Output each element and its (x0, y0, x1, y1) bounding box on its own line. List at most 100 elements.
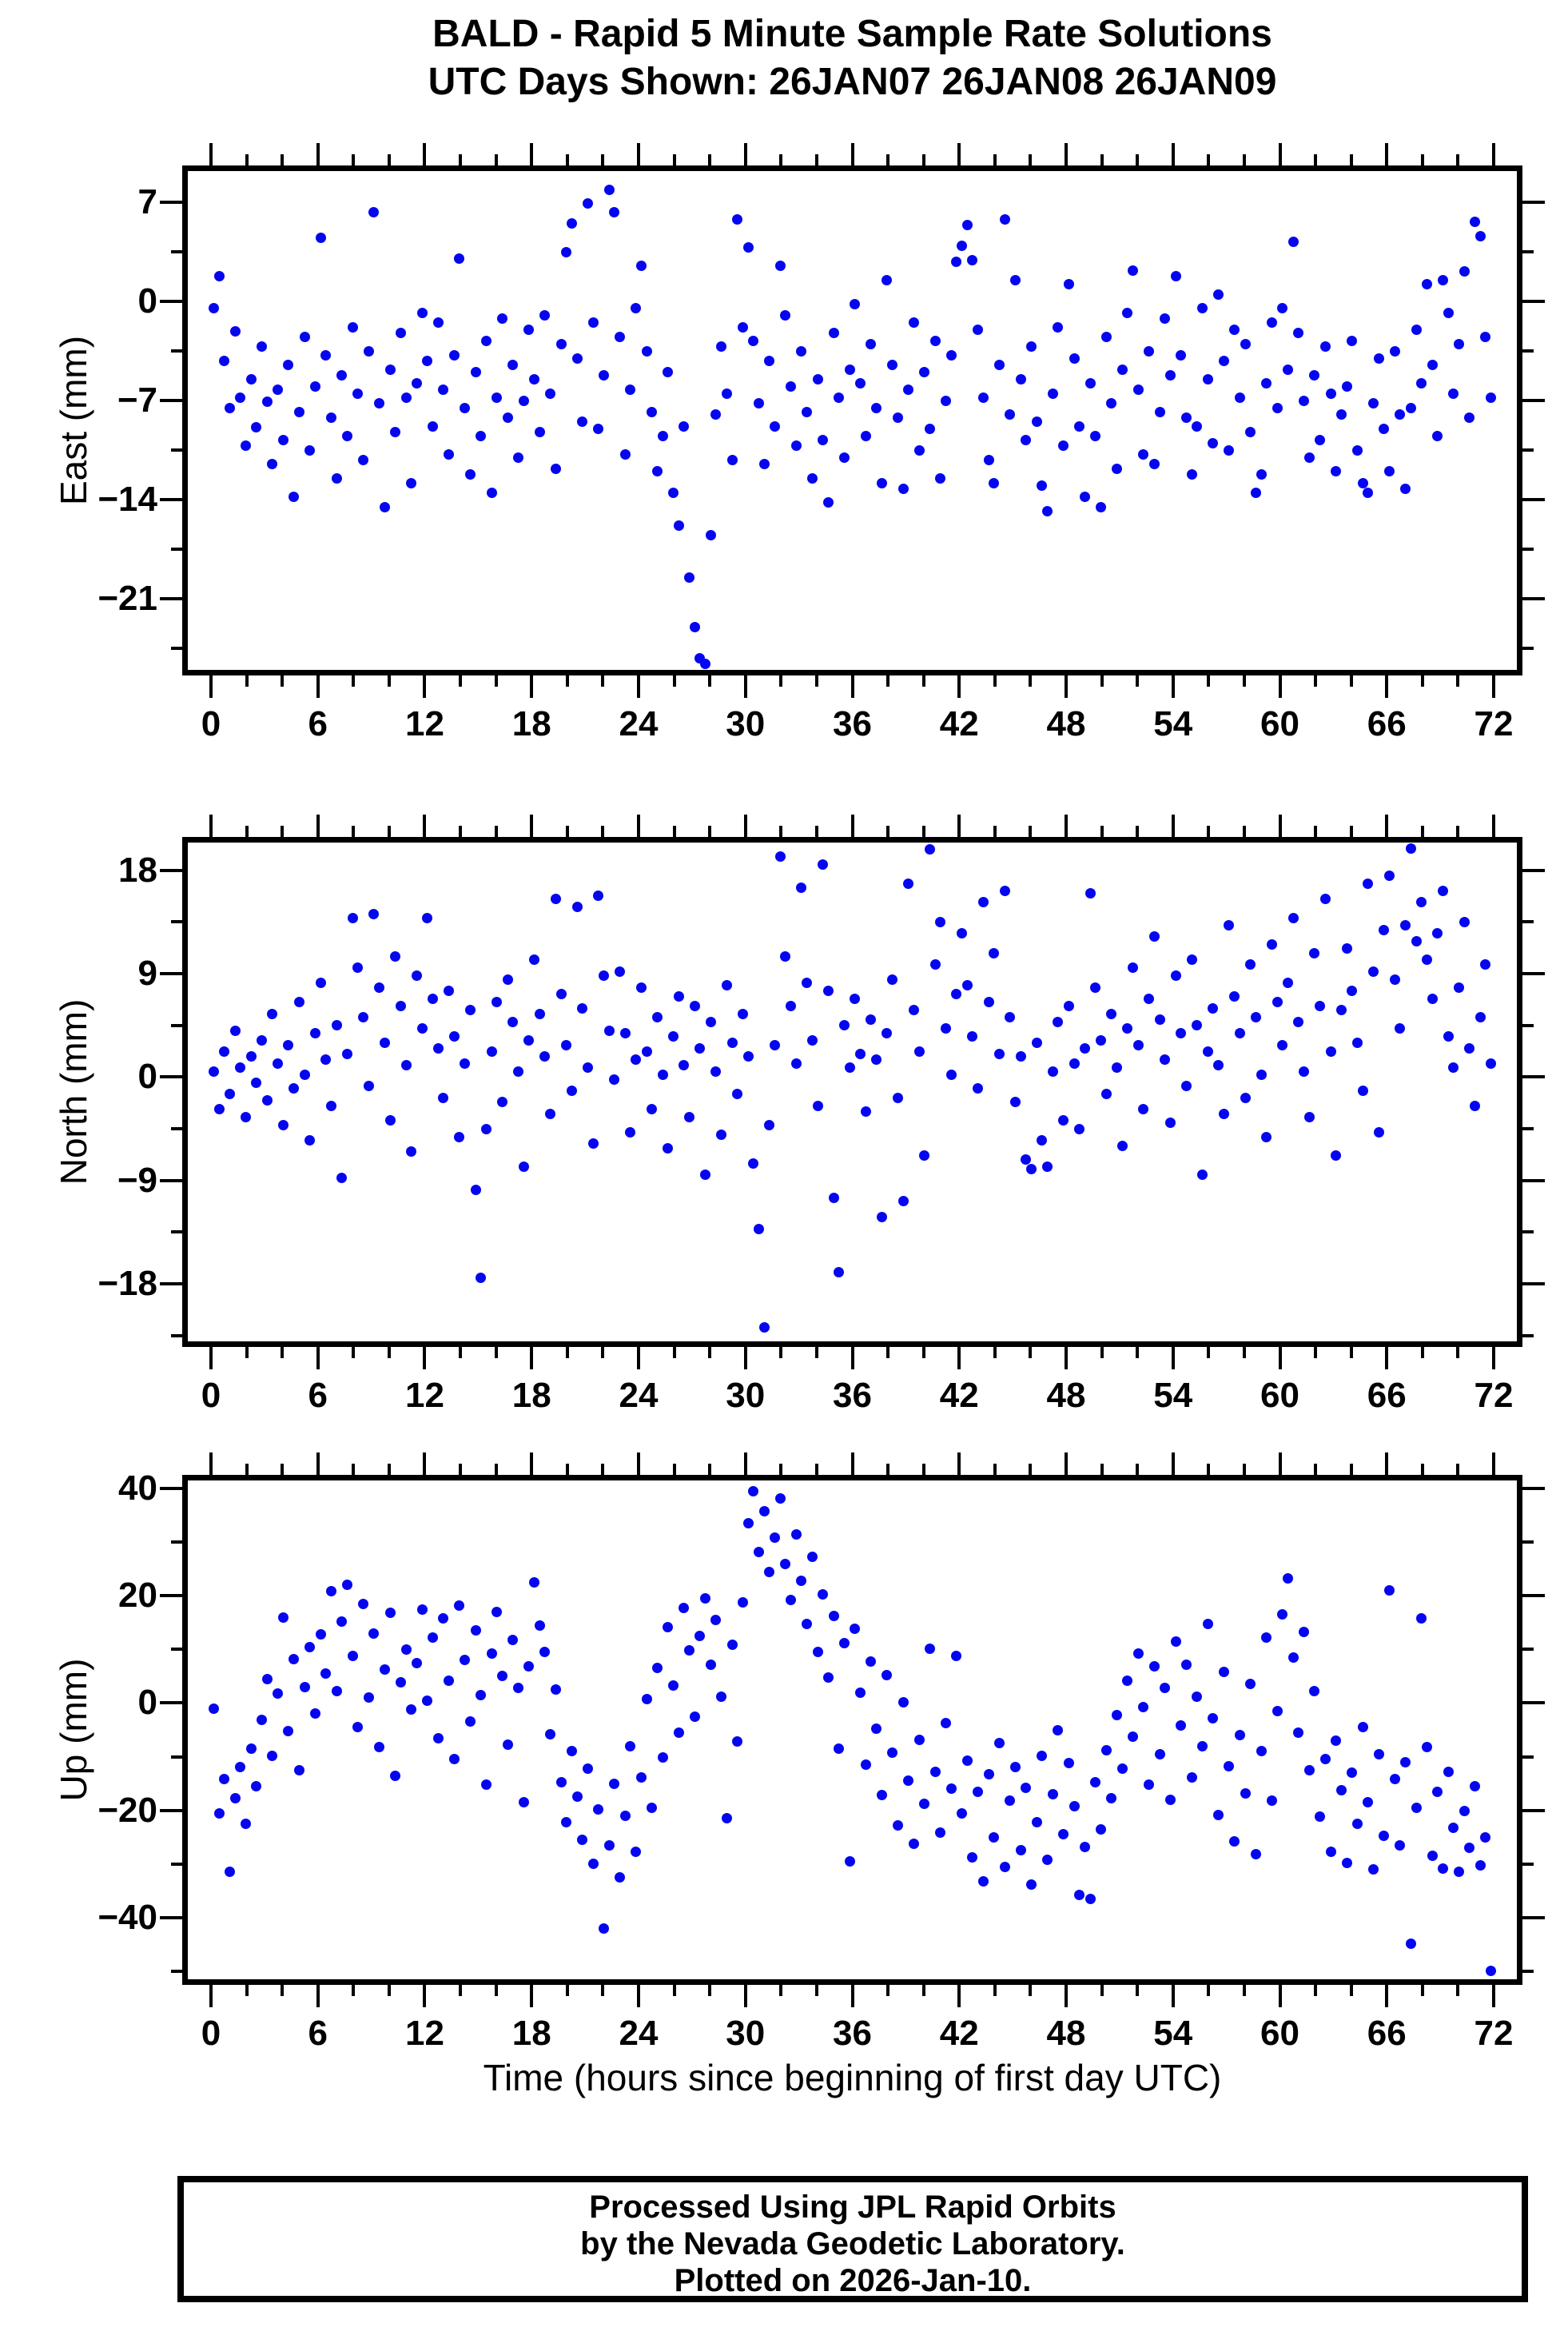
x-tick-label: 6 (308, 2014, 328, 2053)
data-point (876, 1790, 887, 1801)
data-point (529, 954, 540, 966)
y-tick-minor (171, 349, 182, 353)
y-tick-label: 9 (137, 953, 157, 993)
data-point (700, 1170, 711, 1181)
data-point (838, 1637, 850, 1648)
data-point (1144, 345, 1155, 357)
data-point (438, 384, 449, 395)
data-point (1037, 1750, 1048, 1761)
data-point (1272, 402, 1283, 413)
data-point (689, 1711, 700, 1722)
data-point (1454, 1867, 1465, 1878)
data-point (1266, 939, 1277, 950)
data-point (1293, 1727, 1304, 1738)
x-tick (636, 1347, 640, 1369)
y-tick-minor (171, 548, 182, 552)
data-point (812, 1647, 823, 1658)
data-point (539, 1050, 551, 1062)
data-point (1443, 1766, 1454, 1777)
x-tick-label: 72 (1474, 2014, 1514, 2053)
data-point (251, 1780, 262, 1791)
data-point (273, 384, 284, 395)
x-tick (530, 1347, 534, 1369)
data-point (993, 360, 1005, 371)
data-point (1309, 947, 1320, 958)
data-point (289, 1083, 300, 1094)
x-tick (814, 826, 818, 837)
data-point (1079, 492, 1090, 503)
y-tick (1522, 1808, 1545, 1812)
data-point (721, 388, 732, 399)
data-point (384, 1608, 396, 1619)
data-point (571, 1791, 583, 1803)
data-point (619, 1810, 631, 1821)
x-tick (1385, 675, 1389, 698)
x-tick (1242, 1985, 1246, 1996)
data-point (1379, 1831, 1390, 1842)
x-tick (352, 1347, 356, 1358)
x-tick (743, 675, 747, 698)
x-tick (993, 1347, 997, 1358)
panel-east: 0 6 12 18 24 30 36 42 48 54 60 66 72 7 0 −7 −14 −21 (98, 143, 1545, 743)
x-tick (1207, 154, 1211, 165)
data-point (850, 1624, 861, 1635)
data-point (726, 1037, 738, 1048)
data-point (929, 1766, 941, 1777)
data-point (1368, 966, 1379, 977)
data-point (838, 452, 850, 463)
data-point (491, 997, 503, 1008)
y-tick (1522, 597, 1545, 601)
data-point (770, 1532, 781, 1544)
data-point (331, 473, 342, 484)
data-point (887, 974, 898, 985)
data-point (523, 1661, 535, 1672)
data-point (609, 1778, 620, 1789)
x-tick (245, 826, 249, 837)
data-point (1480, 331, 1491, 342)
data-point (1160, 313, 1171, 324)
data-point (208, 1703, 219, 1714)
x-tick (993, 826, 997, 837)
x-tick-label: 54 (1153, 2014, 1193, 2053)
data-point (1240, 338, 1251, 349)
data-point (257, 1715, 267, 1726)
data-point (1112, 1709, 1123, 1720)
data-point (1128, 1731, 1139, 1742)
data-point (1277, 1609, 1288, 1620)
data-point (1234, 392, 1245, 404)
data-point (1058, 1829, 1069, 1840)
data-point (1176, 1720, 1187, 1731)
data-point (1202, 374, 1213, 385)
y-tick-minor (171, 1648, 182, 1652)
data-point (599, 1923, 610, 1934)
y-tick-minor (171, 1127, 182, 1130)
data-point (1486, 392, 1497, 404)
data-point (432, 1042, 444, 1054)
data-point (855, 1687, 866, 1698)
data-point (1047, 1066, 1058, 1077)
data-point (1095, 1034, 1106, 1046)
x-tick (1349, 1347, 1353, 1358)
x-tick (1456, 675, 1460, 687)
data-point (502, 412, 513, 423)
y-tick-minor (171, 647, 182, 651)
x-tick (530, 815, 534, 837)
data-point (700, 659, 711, 670)
x-tick (672, 1464, 676, 1475)
data-point (219, 1046, 230, 1058)
x-tick (1420, 154, 1424, 165)
data-point (1053, 1724, 1064, 1735)
data-point (897, 483, 909, 494)
data-point (1325, 1847, 1336, 1858)
data-point (689, 1000, 700, 1011)
data-point (1026, 1163, 1037, 1174)
x-tick-label: 36 (833, 1376, 872, 1415)
data-point (1459, 266, 1470, 277)
data-point (651, 1663, 663, 1674)
data-point (347, 1650, 358, 1661)
footer-line-2: by the Nevada Geodetic Laboratory. (580, 2226, 1125, 2261)
data-point (582, 198, 593, 209)
data-point (977, 392, 989, 404)
x-tick (957, 1452, 961, 1475)
data-point (315, 232, 326, 243)
